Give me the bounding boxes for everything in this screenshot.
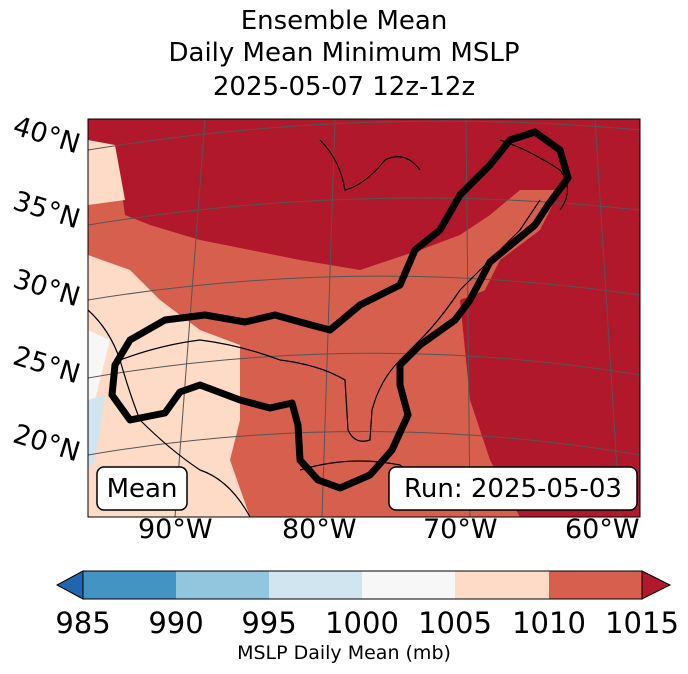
coast-maritimes (499, 139, 569, 211)
mean-box (96, 466, 188, 511)
colorbar-bin-1010 (549, 571, 642, 599)
mean-box-text: Mean (107, 474, 178, 504)
gridline-35n (88, 197, 640, 226)
run-box (388, 466, 638, 511)
field-1000-1005-nw (88, 140, 125, 205)
lon-label-80w: 80°W (282, 514, 357, 545)
colorbar-label: MSLP Daily Mean (mb) (237, 642, 451, 664)
map-frame (87, 118, 641, 518)
gridline-30n (88, 275, 640, 301)
colorbar-bin-985 (83, 571, 176, 599)
field-1000-1005-sw (88, 255, 250, 517)
gridline-20n (88, 431, 640, 456)
colorbar-bin-995 (269, 571, 362, 599)
field-990-995 (88, 395, 105, 470)
gridline-60w (594, 119, 621, 517)
lon-label-60w: 60°W (565, 514, 640, 545)
colorbar-tick-1010: 1010 (512, 606, 586, 640)
lon-label-70w: 70°W (423, 514, 498, 545)
field-995-1000 (88, 330, 110, 405)
colorbar-tick-990: 990 (148, 606, 204, 640)
coast-gulf-atlantic (119, 199, 541, 442)
colorbar-extend-low (55, 570, 84, 600)
colorbar-tick-1000: 1000 (325, 606, 399, 640)
gridline-80w (321, 119, 336, 517)
colorbar-extend-high (641, 570, 672, 600)
colorbar-frame (82, 570, 643, 600)
title-line-1: Ensemble Mean (240, 6, 448, 36)
colorbar-bin-1000 (362, 571, 455, 599)
colorbar (55, 570, 672, 600)
coast-great-lakes (319, 139, 421, 191)
lon-label-90w: 90°W (138, 514, 213, 545)
title-line-3: 2025-05-07 12z-12z (212, 72, 476, 102)
field-1010-1015-east (460, 230, 640, 517)
run-box-text: Run: 2025-05-03 (404, 474, 622, 504)
gridline-40n (88, 120, 640, 151)
mslp-contour (108, 128, 572, 492)
colorbar-tick-985: 985 (55, 606, 111, 640)
colorbar-tick-995: 995 (241, 606, 297, 640)
title-line-2: Daily Mean Minimum MSLP (168, 38, 520, 68)
graticule (88, 119, 640, 517)
gridline-25n (88, 352, 640, 379)
colorbar-bin-1005 (455, 571, 549, 599)
colorbar-tick-1005: 1005 (418, 606, 492, 640)
colorbar-bin-990 (176, 571, 269, 599)
contour-outline (108, 128, 572, 492)
colorbar-tick-1015: 1015 (605, 606, 679, 640)
